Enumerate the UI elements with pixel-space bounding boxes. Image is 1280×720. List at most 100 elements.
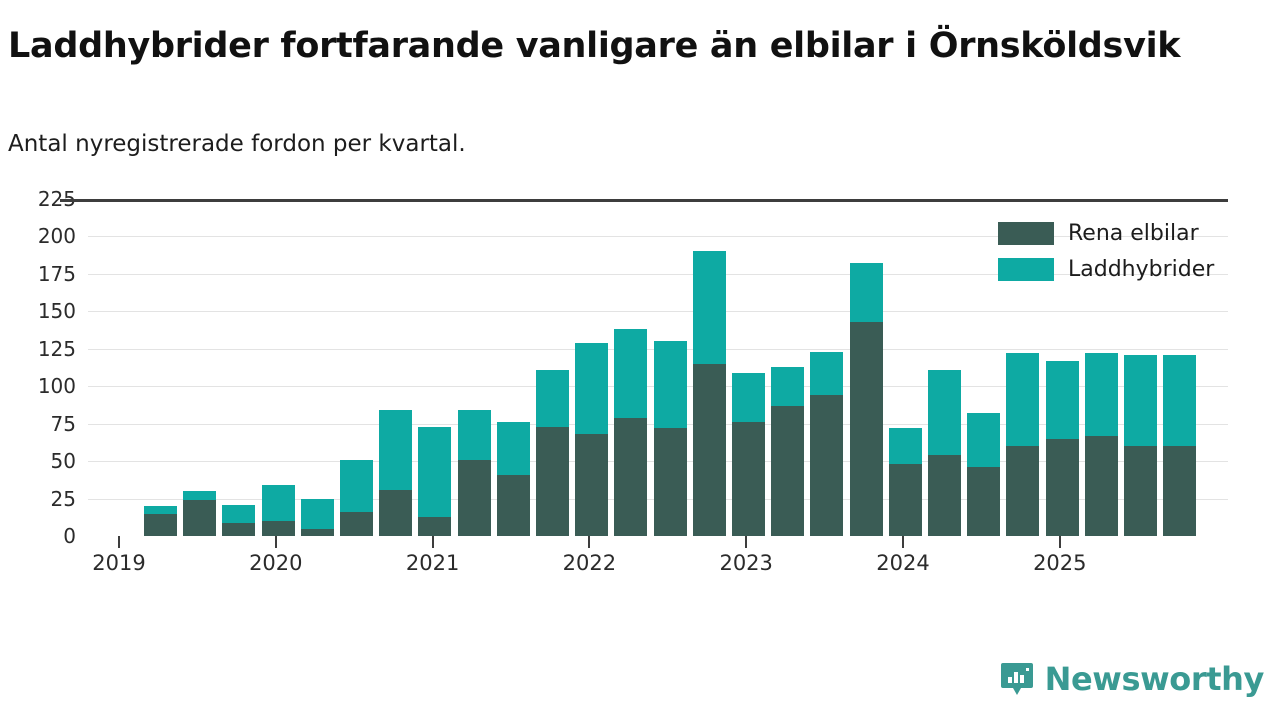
bar-segment-laddhybrider — [732, 372, 765, 423]
gridline — [88, 236, 1228, 238]
bar-2024-q1[interactable] — [928, 369, 961, 536]
bar-segment-rena-elbilar — [457, 459, 491, 536]
legend-label-phev: Laddhybrider — [1068, 257, 1215, 282]
y-axis-tick-label: 50 — [50, 449, 76, 474]
chart-subtitle: Antal nyregistrerade fordon per kvartal. — [8, 131, 466, 157]
bar-segment-laddhybrider — [692, 251, 726, 364]
bar-2021-q4[interactable] — [575, 342, 609, 536]
bar-2019-q4[interactable] — [261, 485, 295, 536]
bar-segment-rena-elbilar — [928, 455, 961, 536]
y-axis-tick-label: 25 — [50, 486, 76, 511]
bar-segment-laddhybrider — [183, 491, 217, 501]
bar-2023-q1[interactable] — [771, 366, 805, 536]
bar-segment-laddhybrider — [849, 263, 883, 322]
bar-2019-q2[interactable] — [183, 491, 217, 536]
bar-segment-rena-elbilar — [496, 474, 530, 536]
bar-segment-laddhybrider — [1163, 354, 1197, 447]
bar-2023-q4[interactable] — [888, 428, 922, 536]
newsworthy-wordmark: Newsworthy — [1044, 660, 1265, 698]
bar-2022-q3[interactable] — [692, 251, 726, 536]
bar-segment-laddhybrider — [300, 498, 334, 529]
x-axis-tick-mark — [902, 536, 904, 548]
bar-segment-rena-elbilar — [771, 405, 805, 536]
bar-segment-laddhybrider — [261, 485, 295, 522]
bar-2021-q1[interactable] — [457, 410, 491, 536]
bar-segment-rena-elbilar — [418, 516, 452, 536]
bar-2021-q2[interactable] — [496, 422, 530, 536]
bar-segment-laddhybrider — [379, 410, 413, 490]
x-axis-tick-mark — [431, 536, 434, 548]
bar-2023-q3[interactable] — [849, 263, 883, 536]
bar-segment-rena-elbilar — [379, 489, 413, 536]
bar-2019-q1[interactable] — [144, 506, 177, 536]
legend-label-ev: Rena elbilar — [1068, 221, 1199, 246]
bar-segment-laddhybrider — [967, 413, 1001, 468]
bar-segment-laddhybrider — [928, 369, 961, 456]
legend-item-phev: Laddhybrider — [998, 257, 1214, 282]
bar-segment-laddhybrider — [222, 504, 256, 523]
bar-segment-laddhybrider — [1084, 353, 1118, 436]
bar-chart-pin-icon — [1000, 661, 1034, 697]
y-axis-tick-label: 125 — [37, 336, 76, 361]
x-axis-tick-mark — [274, 536, 277, 548]
bar-segment-rena-elbilar — [849, 321, 883, 536]
bar-2022-q2[interactable] — [653, 341, 687, 536]
x-axis-tick-label-2024: 2024 — [876, 551, 930, 575]
bar-segment-rena-elbilar — [183, 500, 217, 536]
bar-2020-q1[interactable] — [300, 498, 334, 536]
bar-2021-q3[interactable] — [536, 369, 569, 536]
y-axis-tick-label: 100 — [37, 374, 76, 399]
y-axis-tick-label: 200 — [37, 224, 76, 249]
bar-2024-q2[interactable] — [967, 413, 1001, 536]
bar-2019-q3[interactable] — [222, 504, 256, 536]
bar-series-container — [88, 199, 1228, 536]
bar-2024-q4[interactable] — [1045, 360, 1079, 536]
bar-segment-laddhybrider — [496, 422, 530, 475]
bar-segment-rena-elbilar — [1006, 446, 1040, 536]
bar-segment-laddhybrider — [575, 342, 609, 435]
bar-2022-q4[interactable] — [732, 372, 765, 536]
x-axis-tick-label-2019: 2019 — [92, 551, 146, 575]
gridline — [88, 273, 1228, 275]
x-axis-tick-mark — [588, 536, 591, 548]
legend-swatch-phev — [998, 258, 1054, 281]
x-axis-tick-label-2020: 2020 — [249, 551, 303, 575]
legend-item-ev: Rena elbilar — [998, 221, 1214, 246]
bar-2020-q3[interactable] — [379, 410, 413, 536]
x-axis-line — [60, 199, 1228, 202]
bar-2023-q2[interactable] — [810, 351, 844, 536]
x-axis-tick-label-2023: 2023 — [719, 551, 773, 575]
bar-segment-rena-elbilar — [340, 512, 373, 536]
legend-swatch-ev — [998, 222, 1054, 245]
bar-segment-rena-elbilar — [1084, 435, 1118, 536]
x-axis-tick-mark — [745, 536, 748, 548]
bar-segment-laddhybrider — [340, 459, 373, 513]
bar-segment-rena-elbilar — [810, 395, 844, 536]
bar-2025-q1[interactable] — [1084, 353, 1118, 536]
bar-segment-laddhybrider — [457, 410, 491, 460]
page-title: Laddhybrider fortfarande vanligare än el… — [8, 26, 1181, 66]
x-axis-tick-mark — [1058, 536, 1061, 548]
bar-2024-q3[interactable] — [1006, 353, 1040, 536]
bar-2020-q4[interactable] — [418, 426, 452, 536]
bar-segment-rena-elbilar — [261, 521, 295, 536]
bar-2025-q2[interactable] — [1124, 354, 1157, 536]
bar-2022-q1[interactable] — [614, 329, 648, 536]
bar-segment-rena-elbilar — [888, 464, 922, 536]
bar-segment-rena-elbilar — [732, 422, 765, 536]
y-axis-tick-label: 75 — [50, 411, 76, 436]
bar-segment-laddhybrider — [771, 366, 805, 406]
bar-2020-q2[interactable] — [340, 459, 373, 536]
bar-2025-q3[interactable] — [1163, 354, 1197, 536]
bar-segment-rena-elbilar — [144, 513, 177, 536]
bar-segment-rena-elbilar — [614, 417, 648, 536]
newsworthy-logo: Newsworthy — [1000, 660, 1264, 698]
bar-segment-laddhybrider — [536, 369, 569, 427]
chart-legend: Rena elbilar Laddhybrider — [998, 221, 1214, 282]
y-axis-tick-label: 175 — [37, 261, 76, 286]
bar-segment-laddhybrider — [1006, 353, 1040, 447]
bar-segment-rena-elbilar — [300, 528, 334, 536]
bar-segment-laddhybrider — [1045, 360, 1079, 439]
y-axis-tick-label: 150 — [37, 299, 76, 324]
